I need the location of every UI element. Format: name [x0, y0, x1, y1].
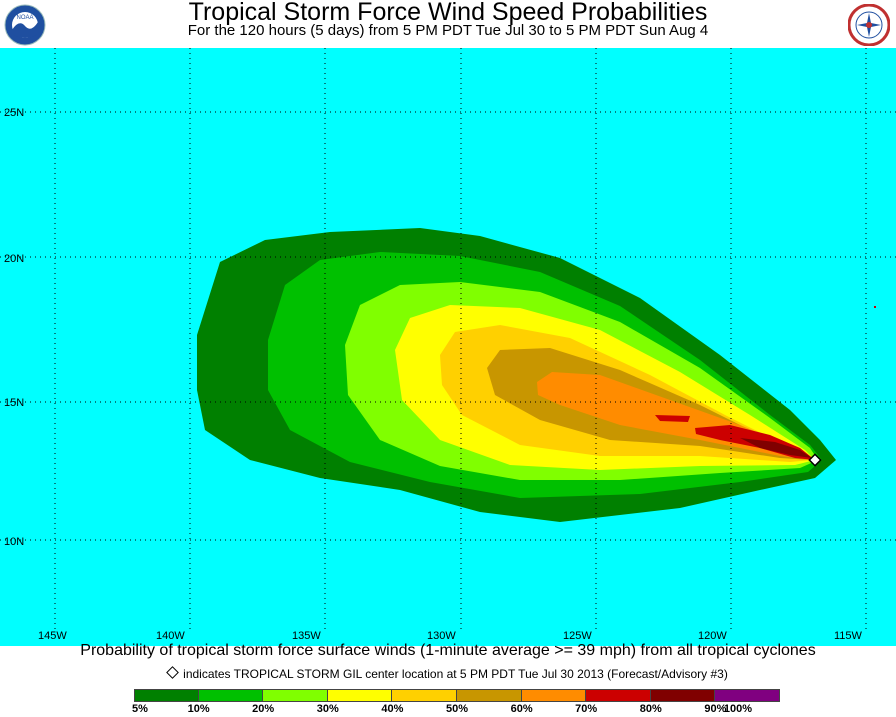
noaa-logo-text: NOAA [16, 15, 33, 21]
storm-center-diamond-icon [808, 453, 822, 467]
probability-map: 25N 20N 15N 10N 145W 140W 135W 130W 125W… [0, 48, 896, 646]
legend-label: 60% [510, 703, 533, 715]
legend-label: 100% [723, 703, 753, 715]
lon-label-125w: 125W [563, 630, 592, 642]
lat-label-10n: 10N [4, 536, 24, 548]
lon-label-130w: 130W [427, 630, 456, 642]
legend-swatch [327, 689, 393, 702]
lon-label-145w: 145W [38, 630, 67, 642]
legend-swatch [521, 689, 587, 702]
map-caption: Probability of tropical storm force surf… [80, 642, 816, 659]
legend-swatch [456, 689, 522, 702]
noaa-logo-icon: NOAA [4, 4, 46, 46]
legend-swatch [586, 689, 651, 702]
legend-label: 50% [445, 703, 469, 715]
page-subtitle: For the 120 hours (5 days) from 5 PM PDT… [187, 22, 709, 39]
legend-swatch [263, 689, 328, 702]
storm-center-note-text: indicates TROPICAL STORM GIL center loca… [183, 667, 728, 681]
nws-logo-icon [847, 3, 891, 47]
lat-label-15n: 15N [4, 397, 24, 409]
header: NOAA Tropical Storm Force Wind Speed Pro… [0, 0, 896, 48]
probability-legend [134, 689, 780, 702]
legend-labels: 5% 10% 20% 30% 40% 50% 60% 70% 80% 90% 100% [0, 703, 896, 717]
lon-label-120w: 120W [698, 630, 727, 642]
legend-swatch [392, 689, 457, 702]
stray-marker-dot [874, 306, 876, 308]
diamond-icon [166, 666, 180, 679]
legend-swatch [198, 689, 264, 702]
legend-swatch [650, 689, 716, 702]
legend-label: 20% [252, 703, 275, 715]
contour-80pct [740, 438, 812, 458]
lon-label-135w: 135W [292, 630, 321, 642]
legend-label: 80% [639, 703, 662, 715]
contour-70pct-a [655, 415, 690, 422]
legend-swatch [134, 689, 199, 702]
legend-label: 5% [132, 703, 148, 715]
lat-label-20n: 20N [4, 253, 24, 265]
page-title: Tropical Storm Force Wind Speed Probabil… [188, 0, 708, 26]
legend-swatch [715, 689, 780, 702]
legend-label: 70% [575, 703, 598, 715]
legend-label: 40% [381, 703, 404, 715]
lat-label-25n: 25N [4, 107, 24, 119]
storm-center-note: indicates TROPICAL STORM GIL center loca… [0, 666, 896, 681]
legend-label: 90% [704, 703, 727, 715]
lon-label-115w: 115W [834, 630, 863, 642]
lon-label-140w: 140W [156, 630, 185, 642]
legend-label: 10% [187, 703, 210, 715]
legend-label: 30% [316, 703, 339, 715]
